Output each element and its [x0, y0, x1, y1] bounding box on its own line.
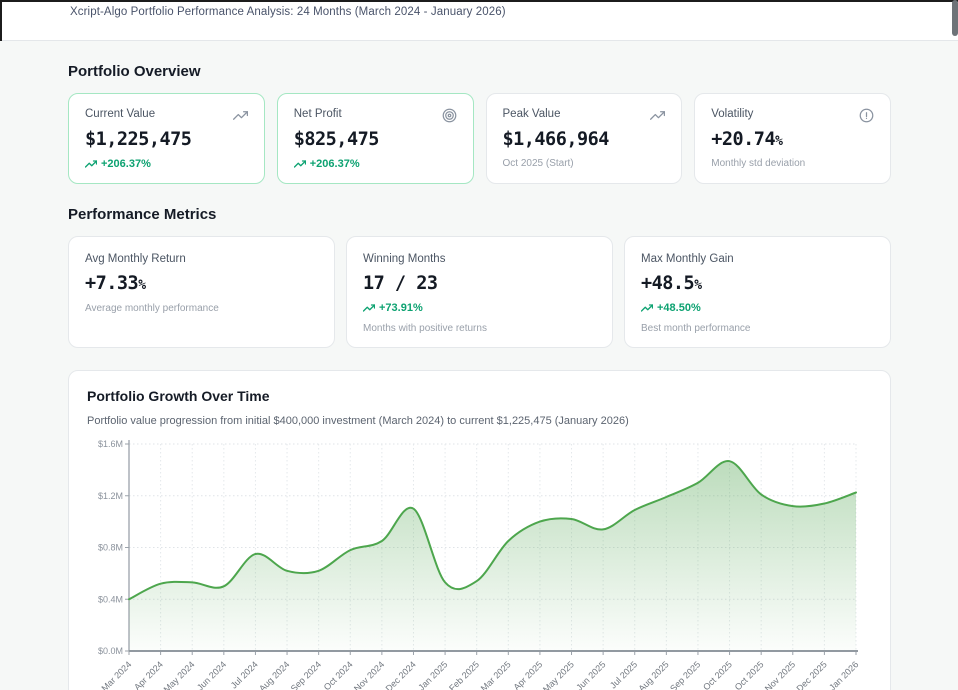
svg-text:Apr 2024: Apr 2024 — [132, 659, 165, 690]
chart-subtitle: Portfolio value progression from initial… — [87, 415, 629, 427]
card-change: +206.37% — [84, 158, 248, 170]
svg-text:Dec 2024: Dec 2024 — [384, 659, 418, 690]
card-value: $1,225,475 — [85, 129, 192, 150]
card-label: Max Monthly Gain — [641, 253, 734, 265]
svg-text:Apr 2025: Apr 2025 — [511, 659, 544, 690]
main-content: Portfolio Overview Current Value $1,225,… — [0, 41, 958, 690]
section-heading-portfolio-overview: Portfolio Overview — [68, 63, 201, 80]
svg-text:Aug 2024: Aug 2024 — [257, 659, 291, 690]
card-net-profit: Net Profit $825,475 +206.37% — [276, 93, 474, 184]
svg-text:Jun 2024: Jun 2024 — [195, 659, 228, 690]
overview-cards-row: Current Value $1,225,475 +206.37% Net Pr… — [68, 93, 891, 184]
svg-text:Aug 2025: Aug 2025 — [636, 659, 670, 690]
svg-text:Nov 2025: Nov 2025 — [763, 659, 797, 690]
svg-text:$0.4M: $0.4M — [98, 594, 123, 604]
svg-text:Oct 2025: Oct 2025 — [701, 659, 734, 690]
top-bar: Xcript-Algo Portfolio Performance Analys… — [0, 0, 958, 41]
card-peak-value: Peak Value $1,466,964 Oct 2025 (Start) — [485, 93, 683, 184]
card-change: +48.50% — [640, 302, 874, 314]
card-value: $1,466,964 — [502, 129, 610, 150]
card-avg-monthly-return: Avg Monthly Return +7.33% Average monthl… — [68, 236, 335, 348]
svg-text:Dec 2025: Dec 2025 — [794, 659, 828, 690]
svg-text:May 2025: May 2025 — [541, 659, 576, 690]
svg-text:Nov 2024: Nov 2024 — [352, 659, 386, 690]
svg-text:$0.0M: $0.0M — [98, 646, 123, 656]
svg-text:Mar 2025: Mar 2025 — [479, 659, 513, 690]
svg-text:$1.6M: $1.6M — [98, 439, 123, 449]
card-volatility: Volatility +20.74% Monthly std deviation — [694, 93, 891, 184]
card-max-monthly-gain: Max Monthly Gain +48.5% +48.50% Best mon… — [624, 236, 891, 348]
card-label: Avg Monthly Return — [85, 253, 186, 265]
section-heading-performance-metrics: Performance Metrics — [68, 206, 217, 223]
scrollbar-thumb[interactable] — [952, 0, 958, 36]
svg-text:$0.8M: $0.8M — [98, 543, 123, 553]
svg-text:Jul 2024: Jul 2024 — [229, 659, 260, 690]
svg-text:Jan 2026: Jan 2026 — [827, 659, 860, 690]
card-value: +7.33% — [85, 273, 146, 294]
card-subtext: Oct 2025 (Start) — [502, 158, 574, 169]
trending-up-icon — [650, 108, 666, 123]
trending-up-icon — [362, 302, 376, 314]
target-icon — [442, 108, 457, 123]
trending-up-icon — [293, 158, 306, 170]
card-label: Volatility — [711, 108, 754, 120]
card-subtext: Months with positive returns — [363, 323, 487, 334]
trending-up-icon — [640, 302, 654, 314]
card-subtext: Best month performance — [641, 323, 751, 334]
card-change: +73.91% — [362, 302, 596, 314]
card-change: +206.37% — [293, 158, 457, 170]
svg-text:May 2024: May 2024 — [162, 659, 197, 690]
alert-circle-icon — [859, 108, 874, 123]
metrics-cards-row: Avg Monthly Return +7.33% Average monthl… — [68, 236, 891, 348]
svg-text:Sep 2025: Sep 2025 — [668, 659, 702, 690]
card-subtext: Average monthly performance — [85, 303, 219, 314]
card-current-value: Current Value $1,225,475 +206.37% — [68, 93, 265, 184]
svg-text:Feb 2025: Feb 2025 — [447, 659, 481, 690]
card-value: +48.5% — [641, 273, 702, 294]
card-label: Peak Value — [502, 108, 561, 120]
card-winning-months: Winning Months 17 / 23 +73.91% Months wi… — [346, 236, 613, 348]
svg-text:Jul 2025: Jul 2025 — [608, 659, 639, 690]
card-label: Net Profit — [293, 108, 342, 120]
card-value: 17 / 23 — [363, 273, 438, 294]
card-value: $825,475 — [293, 129, 380, 150]
svg-text:Jan 2025: Jan 2025 — [416, 659, 449, 690]
card-label: Winning Months — [363, 253, 446, 265]
card-subtext: Monthly std deviation — [711, 158, 806, 169]
svg-text:Oct 2024: Oct 2024 — [322, 659, 355, 690]
trending-up-icon — [84, 158, 98, 170]
svg-text:Jun 2025: Jun 2025 — [574, 659, 607, 690]
portfolio-growth-chart-card: Portfolio Growth Over Time Portfolio val… — [68, 370, 891, 690]
card-value: +20.74% — [711, 129, 783, 150]
trending-up-icon — [232, 108, 248, 123]
svg-text:$1.2M: $1.2M — [98, 491, 123, 501]
svg-text:Sep 2024: Sep 2024 — [289, 659, 323, 690]
page-title: Xcript-Algo Portfolio Performance Analys… — [70, 6, 506, 18]
svg-text:Mar 2024: Mar 2024 — [99, 659, 133, 690]
chart-title: Portfolio Growth Over Time — [87, 388, 270, 404]
card-label: Current Value — [85, 108, 156, 120]
svg-text:Oct 2025: Oct 2025 — [733, 659, 766, 690]
